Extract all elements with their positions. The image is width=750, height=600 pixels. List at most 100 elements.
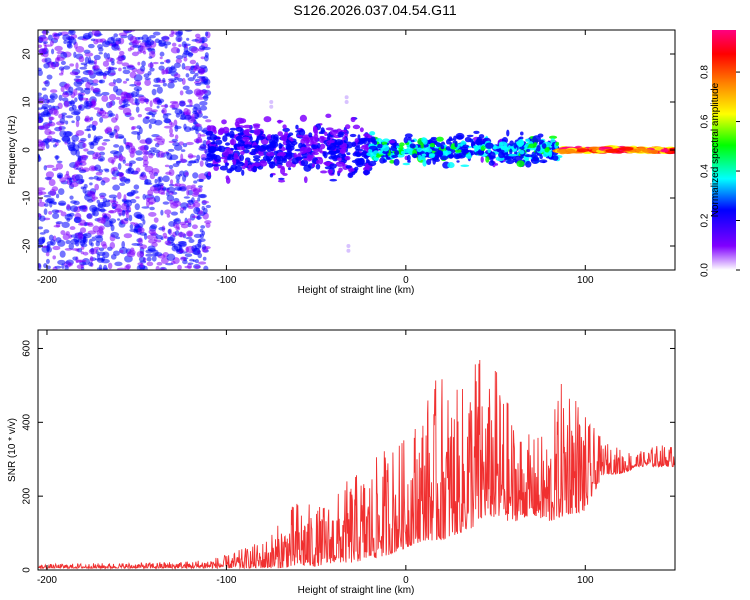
spectrogram-cell <box>460 164 470 167</box>
spectrogram-cell <box>85 101 94 107</box>
spectrogram-cell <box>136 214 143 220</box>
spectrogram-cell <box>65 231 70 236</box>
spectrogram-cell <box>148 211 157 217</box>
spectrogram-cell <box>148 170 153 175</box>
spectrogram-cell <box>69 30 74 34</box>
spectrogram-cell <box>349 168 355 172</box>
spectrogram-cell <box>125 78 130 82</box>
spectrogram-cell <box>344 124 351 130</box>
spectrogram-cell <box>244 159 248 167</box>
spectrogram-cell <box>146 234 155 240</box>
spectrogram-cell <box>113 155 119 160</box>
spectrogram-cell <box>373 140 378 145</box>
spectrogram-cell <box>121 240 126 249</box>
spectrogram-cell <box>179 207 185 211</box>
spectrogram-cell <box>346 244 351 248</box>
spectrogram-cell <box>206 85 211 89</box>
snr-frame <box>37 329 676 571</box>
spectrogram-cell <box>90 242 94 247</box>
spectrogram-cell <box>82 142 87 148</box>
spectrogram-cell <box>80 137 87 142</box>
snr-y-tick-label: 0 <box>22 567 33 573</box>
spectrogram-cell <box>466 134 474 138</box>
spectrogram-cell <box>513 142 517 149</box>
spectrogram-cell <box>202 115 209 119</box>
spectrogram-cell <box>38 141 44 148</box>
spectrogram-cell <box>101 142 108 146</box>
spectrogram-cell <box>235 126 243 132</box>
spectrogram-cell <box>69 226 76 231</box>
spectrogram-cell <box>52 255 56 260</box>
spectrogram-cell <box>270 134 276 140</box>
spectrogram-cell <box>192 188 200 196</box>
spectrogram-cell <box>118 154 124 161</box>
spectrogram-cell <box>38 262 42 270</box>
spectrogram-cell <box>58 72 64 76</box>
spectrogram-cell <box>185 89 193 95</box>
spectrogram-cell <box>137 61 141 66</box>
spectrogram-cell <box>88 261 93 267</box>
spectrogram-cell <box>422 159 427 167</box>
spectrogram-cell <box>168 220 176 227</box>
spectrogram-cell <box>208 145 217 154</box>
spectrogram-cell <box>136 88 140 96</box>
spectrogram-cell <box>276 120 284 123</box>
spectrogram-cell <box>84 117 92 123</box>
spectrogram-cell <box>159 51 165 57</box>
spectrogram-cell <box>89 142 95 150</box>
spectrogram-cell <box>104 127 113 134</box>
spectrogram-cell <box>192 172 199 179</box>
spectrogram-cell <box>115 77 122 84</box>
spectrogram-cell <box>70 205 79 212</box>
spectrogram-cell <box>136 82 141 86</box>
spectrogram-cell <box>102 60 110 67</box>
spectrogram-cell <box>57 188 65 195</box>
spectrogram-cell <box>64 213 73 221</box>
spectrogram-x-tick-label: -100 <box>216 275 236 286</box>
spectrogram-cell <box>106 52 111 60</box>
spectrogram-cell <box>79 219 87 226</box>
spectrogram-cell <box>87 199 94 203</box>
spectrogram-cell <box>197 241 202 248</box>
spectrogram-cell <box>190 197 195 204</box>
spectrogram-cell <box>230 164 238 170</box>
spectrogram-cell <box>104 169 110 173</box>
spectrogram-cell <box>99 117 104 123</box>
spectrogram-cell <box>59 177 67 183</box>
spectrogram-cell <box>382 150 389 155</box>
spectrogram-cell <box>61 92 70 98</box>
spectrogram-cell <box>200 56 205 60</box>
spectrogram-cell <box>70 200 77 204</box>
spectrogram-cell <box>171 243 176 247</box>
spectrogram-cell <box>73 88 78 96</box>
snr-y-tick-label: 200 <box>22 487 33 504</box>
spectrogram-cell <box>48 234 54 241</box>
spectrogram-cell <box>39 36 49 42</box>
spectrogram-cell <box>145 137 153 144</box>
spectrogram-cell <box>565 148 576 153</box>
spectrogram-cell <box>42 138 52 143</box>
spectrogram-cell <box>101 201 111 208</box>
spectrogram-cell <box>47 34 53 41</box>
spectrogram-cell <box>137 133 141 141</box>
spectrogram-cell <box>252 145 260 148</box>
spectrogram-cell <box>169 104 176 109</box>
spectrogram-cell <box>164 209 172 215</box>
spectrogram-cell <box>39 215 46 222</box>
spectrogram-cell <box>87 69 94 76</box>
spectrogram-cell <box>518 138 524 146</box>
spectrogram-cell <box>97 44 103 49</box>
spectrogram-cell <box>277 164 282 169</box>
spectrogram-cell <box>183 56 188 62</box>
spectrogram-cell <box>182 85 190 91</box>
spectrogram-cell <box>51 209 60 214</box>
spectrogram-cell <box>363 133 370 137</box>
spectrogram-cell <box>82 251 89 256</box>
spectrogram-cell <box>618 146 634 151</box>
spectrogram-cell <box>38 189 43 196</box>
spectrogram-cell <box>129 116 135 121</box>
spectrogram-cell <box>93 54 101 61</box>
spectrogram-cell <box>145 98 149 105</box>
spectrogram-cell <box>162 77 166 83</box>
spectrogram-cell <box>195 128 199 135</box>
